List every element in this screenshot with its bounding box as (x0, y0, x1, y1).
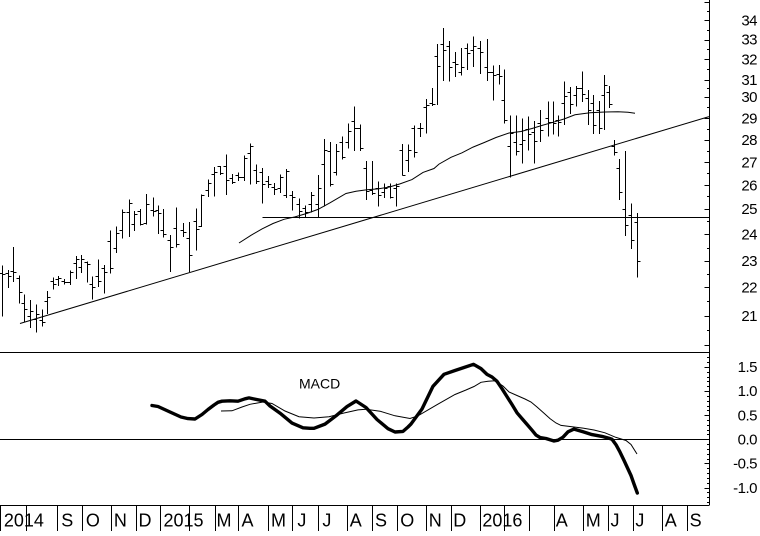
svg-text:2015: 2015 (164, 511, 204, 531)
svg-text:25: 25 (741, 201, 757, 218)
svg-text:M: M (586, 511, 601, 531)
svg-text:23: 23 (741, 253, 757, 270)
svg-text:30: 30 (741, 89, 757, 106)
svg-text:MACD: MACD (299, 376, 340, 392)
svg-text:-1.0: -1.0 (733, 480, 757, 497)
svg-text:31: 31 (741, 72, 757, 89)
svg-text:22: 22 (741, 280, 757, 297)
svg-text:34: 34 (741, 13, 757, 30)
svg-text:J: J (297, 511, 306, 531)
svg-text:S: S (690, 511, 702, 531)
svg-text:A: A (242, 511, 254, 531)
svg-text:2014: 2014 (4, 511, 44, 531)
svg-text:J: J (611, 511, 620, 531)
svg-text:24: 24 (741, 226, 757, 243)
svg-text:21: 21 (741, 308, 757, 325)
svg-text:1.5: 1.5 (738, 359, 758, 376)
svg-text:28: 28 (741, 132, 757, 149)
svg-text:O: O (400, 511, 414, 531)
svg-text:A: A (350, 511, 362, 531)
svg-text:N: N (429, 511, 442, 531)
svg-text:-0.5: -0.5 (733, 456, 757, 473)
svg-text:26: 26 (741, 177, 757, 194)
svg-text:M: M (271, 511, 286, 531)
svg-text:A: A (665, 511, 677, 531)
svg-text:M: M (217, 511, 232, 531)
svg-text:S: S (61, 511, 73, 531)
svg-text:32: 32 (741, 52, 757, 69)
svg-text:1.0: 1.0 (738, 383, 758, 400)
svg-text:N: N (114, 511, 127, 531)
svg-text:29: 29 (741, 110, 757, 127)
svg-text:33: 33 (741, 32, 757, 49)
svg-text:S: S (375, 511, 387, 531)
svg-text:D: D (139, 511, 152, 531)
svg-text:A: A (556, 511, 568, 531)
svg-text:0.5: 0.5 (738, 407, 758, 424)
svg-text:O: O (86, 511, 100, 531)
svg-text:0.0: 0.0 (738, 432, 758, 449)
svg-text:D: D (453, 511, 466, 531)
svg-text:27: 27 (741, 154, 757, 171)
svg-text:J: J (635, 511, 644, 531)
svg-text:J: J (322, 511, 331, 531)
svg-text:2016: 2016 (482, 511, 522, 531)
